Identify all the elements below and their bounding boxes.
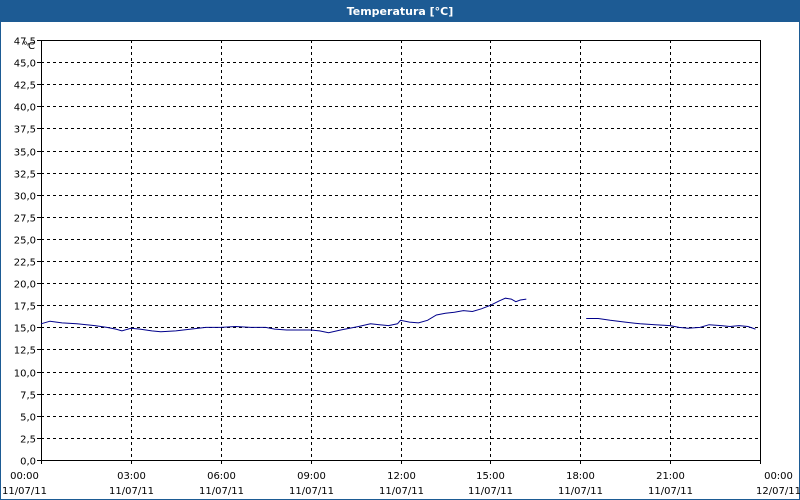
y-tick-label: 35,0 — [14, 148, 36, 159]
y-tick-label: 47,5 — [14, 37, 36, 48]
y-tick-label: 10,0 — [14, 369, 36, 380]
y-tick-label: 37,5 — [14, 125, 36, 136]
temperature-line — [40, 297, 527, 334]
y-tick-label: 0,0 — [20, 457, 36, 468]
x-tick-date-label: 11/07/11 — [379, 486, 424, 497]
y-tick-label: 30,0 — [14, 192, 36, 203]
y-tick-label: 2,5 — [20, 435, 36, 446]
y-tick-label: 7,5 — [20, 391, 36, 402]
y-axis-unit-label: °C — [23, 41, 35, 52]
temperature-line — [586, 318, 756, 330]
grid-layer — [41, 40, 760, 460]
series-layer — [40, 297, 756, 334]
y-tick-label: 25,0 — [14, 236, 36, 247]
x-tick-time-label: 15:00 — [476, 471, 505, 482]
y-tick-label: 42,5 — [14, 81, 36, 92]
y-tick-label: 27,5 — [14, 214, 36, 225]
x-tick-time-label: 06:00 — [207, 471, 236, 482]
y-tick-label: 32,5 — [14, 170, 36, 181]
x-tick-date-label: 11/07/11 — [558, 486, 603, 497]
y-axis: 0,0 2,5 5,0 7,5 10,0 12,5 15,0 17,5 20,0 22,5 25,0… — [14, 37, 41, 468]
y-tick-label: 17,5 — [14, 302, 36, 313]
x-tick-date-label: 11/07/11 — [468, 486, 513, 497]
x-tick-time-label: 09:00 — [297, 471, 326, 482]
y-tick-label: 12,5 — [14, 346, 36, 357]
y-tick-label: 22,5 — [14, 258, 36, 269]
chart-title: Temperatura [°C] — [1, 1, 799, 22]
x-tick-time-label: 00:00 — [764, 471, 793, 482]
x-tick-time-label: 03:00 — [117, 471, 146, 482]
x-tick-time-label: 21:00 — [656, 471, 685, 482]
x-tick-time-label: 00:00 — [10, 471, 39, 482]
x-tick-date-label: 12/07/11 — [756, 486, 800, 497]
x-tick-date-label: 11/07/11 — [648, 486, 693, 497]
y-tick-label: 40,0 — [14, 103, 36, 114]
y-tick-label: 45,0 — [14, 59, 36, 70]
y-tick-label: 15,0 — [14, 324, 36, 335]
x-tick-date-label: 11/07/11 — [109, 486, 154, 497]
x-tick-time-label: 12:00 — [387, 471, 416, 482]
x-tick-time-label: 18:00 — [566, 471, 595, 482]
x-tick-date-label: 11/07/11 — [2, 486, 47, 497]
x-axis: 00:00 11/07/11 03:00 11/07/11 06:00 11/07/11 0… — [2, 460, 800, 497]
y-tick-label: 5,0 — [20, 413, 36, 424]
x-tick-date-label: 11/07/11 — [289, 486, 334, 497]
x-tick-date-label: 11/07/11 — [199, 486, 244, 497]
y-tick-label: 20,0 — [14, 280, 36, 291]
